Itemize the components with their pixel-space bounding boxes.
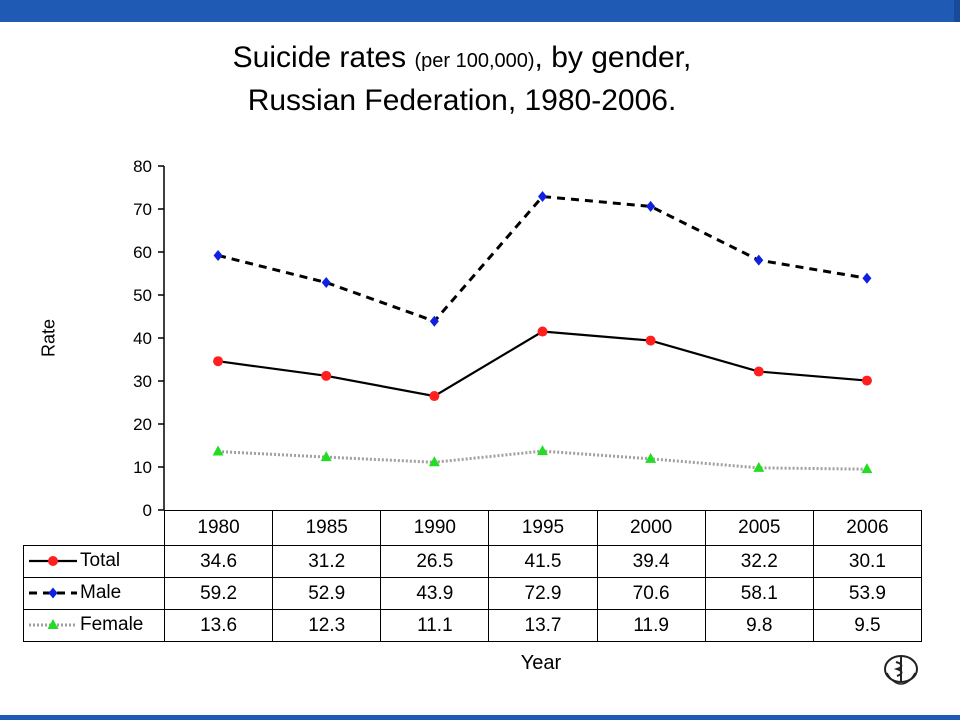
data-point-total: [321, 370, 332, 381]
table-row-female: Female 13.6 12.3 11.1 13.7 11.9 9.8 9.5: [23, 609, 922, 642]
x-tick-label: 1985: [272, 510, 382, 546]
legend-label-male: Male: [80, 582, 122, 604]
legend-label-female: Female: [80, 614, 144, 636]
data-label-male: 70.6: [596, 577, 706, 610]
series-line-male: [217, 194, 868, 323]
data-label-female: 12.3: [272, 609, 382, 642]
data-label-male: 52.9: [272, 577, 382, 610]
table-header-row: 1980 1985 1990 1995 2000 2005 2006: [23, 510, 922, 546]
who-emblem-icon: [884, 655, 918, 685]
title-main-text: Suicide rates: [232, 41, 407, 74]
data-point-total: [213, 356, 224, 367]
legend-key-total: [29, 556, 77, 567]
data-point-male: [862, 272, 872, 284]
legend-key-female: [29, 619, 77, 630]
data-point-male: [538, 191, 547, 203]
data-label-total: 30.1: [812, 545, 922, 578]
data-point-total: [753, 366, 764, 377]
data-label-total: 31.2: [272, 545, 382, 578]
data-point-total: [645, 335, 656, 346]
table-row-total: Total 34.6 31.2 26.5 41.5 39.4 32.2 30.1: [23, 545, 922, 578]
data-point-female: [212, 445, 224, 456]
x-tick-label: 1990: [380, 510, 490, 546]
legend-marker-female: [47, 619, 59, 630]
bottom-banner: [0, 715, 960, 720]
x-tick-label: 1995: [488, 510, 598, 546]
data-label-total: 26.5: [380, 545, 490, 578]
x-tick-label: 1980: [163, 510, 274, 546]
x-tick-label: 2000: [596, 510, 706, 546]
data-label-female: 13.6: [163, 609, 274, 642]
title-line-1: Suicide rates (per 100,000), by gender,: [0, 38, 924, 81]
series-line-total: [217, 330, 868, 398]
y-tick-label: 50: [133, 286, 152, 305]
legend-entry-total: Total: [23, 545, 165, 578]
top-banner: [0, 0, 960, 22]
y-tick-label: 70: [133, 200, 152, 219]
data-label-female: 13.7: [488, 609, 598, 642]
data-point-male: [321, 277, 331, 289]
data-point-female: [753, 461, 765, 472]
data-label-male: 43.9: [380, 577, 490, 610]
y-tick-label: 60: [133, 243, 152, 262]
x-axis-label: Year: [520, 652, 562, 674]
top-banner-edge: [954, 0, 960, 22]
table-row-male: Male 59.2 52.9 43.9 72.9 70.6 58.1 53.9: [23, 577, 922, 610]
y-tick-label: 40: [133, 329, 152, 348]
y-tick-label: 80: [133, 157, 152, 176]
data-label-male: 59.2: [163, 577, 274, 610]
title-line-2: Russian Federation, 1980-2006.: [247, 84, 677, 117]
legend-marker-total: [48, 556, 58, 567]
y-tick-label: 30: [133, 372, 152, 391]
x-tick-label: 2005: [704, 510, 814, 546]
y-tick-label: 10: [133, 458, 152, 477]
data-point-male: [754, 254, 764, 266]
data-point-female: [645, 452, 657, 463]
legend-label-total: Total: [80, 550, 121, 572]
legend-entry-female: Female: [23, 609, 165, 642]
title-unit-text: (per 100,000): [414, 50, 535, 72]
title-gender-text: , by gender,: [534, 41, 692, 74]
data-label-total: 34.6: [163, 545, 274, 578]
data-point-total: [537, 326, 548, 337]
data-label-female: 11.9: [596, 609, 706, 642]
x-tick-label: 2006: [812, 510, 922, 546]
data-label-male: 53.9: [812, 577, 922, 610]
data-point-female: [320, 451, 332, 462]
data-point-male: [213, 249, 223, 261]
legend-key-male: [29, 587, 77, 599]
data-label-female: 9.5: [812, 609, 922, 642]
data-point-total: [861, 375, 872, 386]
data-point-female: [428, 456, 440, 467]
y-tick-label: 20: [133, 415, 152, 434]
data-label-female: 9.8: [704, 609, 814, 642]
data-point-male: [646, 200, 656, 212]
data-point-male: [429, 315, 439, 327]
legend-marker-male: [48, 587, 58, 599]
data-label-male: 58.1: [704, 577, 814, 610]
data-label-female: 11.1: [380, 609, 490, 642]
chart-title: Suicide rates (per 100,000), by gender, …: [0, 38, 924, 121]
data-label-total: 41.5: [488, 545, 598, 578]
table-corner-cell: [23, 510, 165, 546]
data-label-male: 72.9: [488, 577, 598, 610]
legend-entry-male: Male: [23, 577, 165, 610]
data-point-total: [429, 391, 440, 402]
data-label-total: 39.4: [596, 545, 706, 578]
data-point-female: [861, 463, 873, 474]
data-table: 1980 1985 1990 1995 2000 2005 2006 Total 34.6 31…: [23, 510, 922, 642]
data-point-female: [537, 445, 548, 456]
data-label-total: 32.2: [704, 545, 814, 578]
